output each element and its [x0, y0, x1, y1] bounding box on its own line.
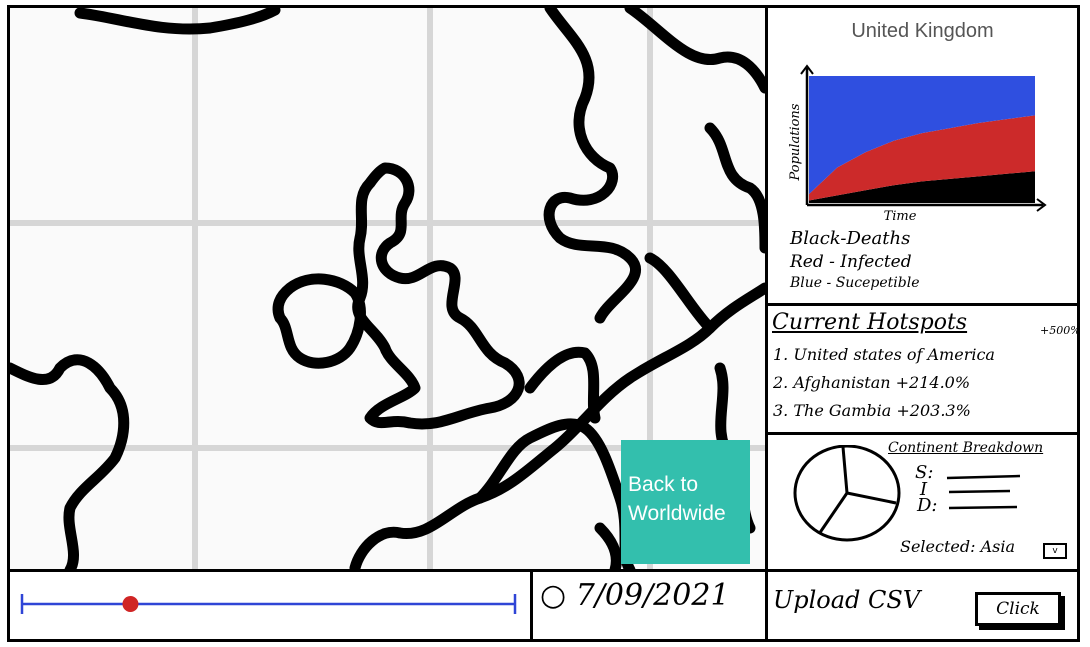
hotspot-3-label: 3. The Gambia [773, 401, 892, 420]
area-series-infected [809, 115, 1035, 201]
selected-label: Selected: [900, 537, 976, 556]
app-frame [7, 5, 1080, 642]
back-button-line1: Back to [628, 473, 699, 496]
date-value: 7/09/2021 [575, 578, 730, 613]
continent-value-lines [946, 474, 1021, 510]
continent-s-label: S: [915, 462, 934, 483]
panel-divider-2 [767, 432, 1078, 435]
slider-thumb[interactable] [122, 596, 139, 612]
continent-pie-chart [793, 445, 901, 542]
hotspots-title: Current Hotspots [772, 310, 968, 335]
sir-chart: Populations Time [788, 64, 1047, 222]
hotspot-3-change: +203.3% [896, 401, 971, 420]
hotspot-3[interactable]: 3. The Gambia +203.3% [773, 401, 971, 420]
continent-breakdown-title: Continent Breakdown [888, 440, 1044, 456]
selected-value: Asia [980, 537, 1016, 556]
upload-csv-label: Upload CSV [773, 586, 921, 614]
continent-i-label: I [920, 479, 928, 500]
legend-deaths: Black-Deaths [790, 228, 911, 249]
back-button-line2: Worldwide [628, 502, 726, 525]
continent-selector: Selected: Asia [900, 537, 1015, 556]
hotspot-2-change: +214.0% [895, 373, 971, 392]
y-axis-arrow [800, 64, 814, 75]
legend-susceptible: Blue - Sucepetible [790, 275, 920, 291]
y-axis-label: Populations [788, 103, 803, 181]
continent-dropdown[interactable]: v [1043, 543, 1067, 559]
footer-divider [10, 569, 1078, 572]
map-view[interactable]: Back to Worldwide [10, 8, 765, 570]
panel-divider-1 [767, 303, 1078, 306]
hotspot-2-label: 2. Afghanistan [773, 373, 891, 392]
x-axis-label: Time [884, 209, 917, 222]
hotspot-1[interactable]: 1. United states of America [773, 345, 995, 364]
legend-infected: Red - Infected [790, 252, 912, 272]
europe-map[interactable] [10, 8, 765, 570]
footer-split [530, 571, 533, 640]
clock-icon: ○ [540, 578, 567, 613]
upload-click-button[interactable]: Click [975, 592, 1061, 626]
hotspot-2[interactable]: 2. Afghanistan +214.0% [773, 373, 970, 392]
timeline-slider[interactable] [18, 588, 523, 620]
panel-divider [765, 8, 768, 640]
continent-d-label: D: [917, 495, 938, 516]
date-display: ○ 7/09/2021 [540, 578, 730, 613]
area-series-sucepetible [809, 76, 1035, 195]
back-to-worldwide-button[interactable]: Back to Worldwide [621, 440, 750, 564]
country-title: United Kingdom [851, 20, 994, 42]
area-series-deaths [809, 171, 1035, 203]
hotspot-1-change: +500% [1040, 324, 1081, 337]
x-axis-arrow [1036, 198, 1047, 212]
